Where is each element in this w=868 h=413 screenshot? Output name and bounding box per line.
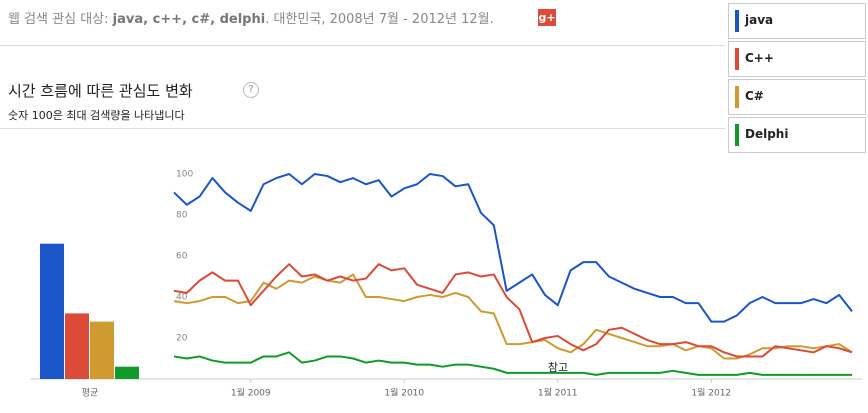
x-tick-label: 1월 2010 (384, 387, 424, 399)
x-tick-label: 1월 2012 (691, 387, 731, 399)
annotation: 참고 (548, 361, 568, 374)
gplus-button[interactable]: g+ (538, 9, 556, 26)
y-tick-label: 100 (176, 170, 193, 180)
average-bar (115, 366, 139, 379)
header-terms: java, c++, c#, delphi (112, 12, 266, 27)
legend-swatch (735, 86, 739, 108)
section-title: 시간 흐름에 따른 관심도 변화 (8, 82, 193, 100)
legend-swatch (735, 10, 739, 32)
series-line (173, 173, 853, 323)
average-bar (40, 243, 64, 379)
legend-item[interactable]: Delphi (728, 117, 866, 153)
legend-label: C++ (745, 51, 774, 65)
header-suffix: . 대한민국, 2008년 7월 - 2012년 12월. (265, 12, 494, 27)
x-tick-label: 1월 2011 (538, 387, 578, 399)
header: 웹 검색 관심 대상: java, c++, c#, delphi. 대한민국,… (8, 8, 494, 27)
legend-item[interactable]: java (728, 3, 866, 39)
y-tick-label: 40 (176, 293, 188, 303)
average-bar (90, 321, 114, 379)
legend-item[interactable]: C# (728, 79, 866, 115)
series-line (173, 351, 852, 376)
divider (0, 45, 725, 46)
legend-swatch (735, 48, 739, 70)
average-label: 평균 (82, 388, 99, 399)
legend-label: Delphi (745, 127, 789, 141)
help-icon[interactable]: ? (243, 82, 259, 98)
legend-label: C# (745, 89, 764, 103)
y-tick-label: 20 (176, 334, 188, 344)
series-line (173, 273, 853, 360)
section-subtitle: 숫자 100은 최대 검색량을 나타냅니다 (8, 109, 185, 122)
series-line (173, 263, 853, 358)
y-tick-label: 60 (176, 252, 188, 262)
legend-item[interactable]: C++ (728, 41, 866, 77)
x-tick-label: 1월 2009 (231, 387, 271, 399)
header-prefix: 웹 검색 관심 대상: (8, 12, 113, 27)
legend-swatch (735, 124, 739, 146)
average-bar (65, 313, 89, 379)
y-tick-label: 80 (176, 211, 188, 221)
divider (0, 128, 725, 129)
legend-label: java (745, 13, 774, 27)
